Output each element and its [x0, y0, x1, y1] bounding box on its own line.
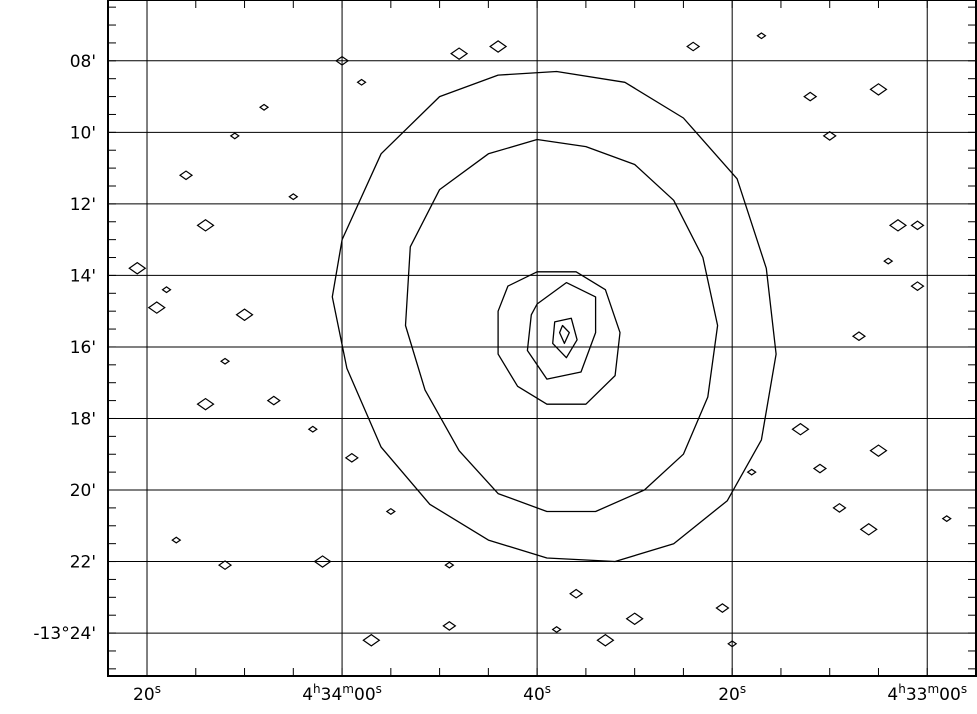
- isolated-feature-0: [756, 32, 767, 40]
- outer-contour-0: [404, 138, 719, 513]
- isolated-features: [128, 32, 952, 648]
- isolated-feature-12: [883, 257, 894, 265]
- isolated-feature-10: [822, 130, 837, 141]
- isolated-feature-37: [910, 220, 925, 231]
- isolated-feature-31: [442, 620, 457, 631]
- x-tick-labels: 20s 4h34m00s 40s 20s 4h33m00s: [133, 682, 967, 705]
- x-tick-label-2: 40s: [523, 682, 551, 705]
- isolated-feature-33: [727, 640, 738, 648]
- y-tick-label-2: 12': [70, 195, 96, 215]
- isolated-feature-9: [288, 193, 299, 201]
- y-tick-label-5: 18': [70, 409, 96, 429]
- isolated-feature-23: [791, 422, 810, 436]
- isolated-feature-16: [851, 331, 867, 342]
- contour-level-1: [526, 281, 597, 380]
- y-tick-label-8: -13°24': [33, 624, 96, 644]
- isolated-feature-3: [356, 78, 367, 86]
- isolated-feature-21: [307, 425, 318, 433]
- isolated-feature-19: [266, 395, 281, 406]
- isolated-feature-6: [258, 103, 270, 111]
- isolated-feature-13: [910, 281, 925, 292]
- x-tick-label-0: 20s: [133, 682, 161, 705]
- isolated-feature-1: [686, 41, 701, 52]
- isolated-feature-30: [551, 625, 562, 634]
- y-tick-label-0: 08': [70, 52, 96, 72]
- isolated-feature-46: [335, 55, 350, 66]
- y-tick-labels: 08' 10' 12' 14' 16' 18' 20' 22' -13°24': [33, 52, 96, 644]
- isolated-feature-15: [161, 286, 172, 294]
- x-tick-label-4: 4h33m00s: [887, 682, 967, 705]
- isolated-feature-5: [869, 83, 888, 96]
- isolated-feature-7: [178, 170, 194, 181]
- isolated-feature-44: [147, 301, 166, 314]
- y-tick-label-3: 14': [70, 266, 96, 286]
- isolated-feature-22: [812, 463, 828, 474]
- isolated-feature-34: [832, 502, 847, 513]
- isolated-feature-17: [235, 308, 254, 322]
- isolated-feature-43: [344, 452, 359, 463]
- contour-layer: [331, 70, 777, 563]
- contour-level-4: [558, 324, 570, 345]
- contour-level-3: [552, 317, 578, 359]
- isolated-feature-42: [385, 507, 396, 516]
- isolated-feature-29: [625, 612, 644, 626]
- y-tick-label-1: 10': [70, 123, 96, 143]
- y-tick-label-6: 20': [70, 481, 96, 501]
- isolated-feature-20: [196, 397, 215, 411]
- grid-layer: [108, 0, 976, 676]
- isolated-feature-14: [128, 261, 147, 275]
- isolated-feature-36: [941, 515, 952, 523]
- outer-contour-1: [331, 70, 777, 563]
- isolated-feature-28: [569, 588, 584, 599]
- isolated-feature-39: [746, 468, 757, 476]
- isolated-feature-27: [444, 561, 455, 569]
- isolated-feature-41: [596, 633, 615, 647]
- x-tick-label-3: 20s: [718, 682, 746, 705]
- isolated-feature-45: [229, 132, 240, 140]
- isolated-feature-24: [171, 536, 182, 544]
- isolated-feature-47: [489, 40, 508, 53]
- plot-frame: [107, 0, 977, 677]
- x-tick-label-1: 4h34m00s: [302, 682, 382, 705]
- isolated-feature-2: [450, 47, 469, 60]
- isolated-feature-26: [313, 555, 332, 568]
- contour-level-2: [497, 271, 621, 405]
- isolated-feature-4: [803, 91, 818, 102]
- isolated-feature-35: [859, 523, 878, 536]
- isolated-feature-25: [217, 560, 233, 571]
- isolated-feature-38: [869, 444, 888, 457]
- y-tick-label-7: 22': [70, 553, 96, 573]
- isolated-feature-40: [715, 603, 730, 613]
- isolated-feature-8: [196, 219, 215, 232]
- y-tick-label-4: 16': [70, 338, 96, 358]
- isolated-feature-18: [219, 357, 231, 365]
- isolated-feature-32: [362, 633, 381, 647]
- isolated-feature-11: [888, 219, 908, 232]
- minor-ticks: [108, 0, 977, 676]
